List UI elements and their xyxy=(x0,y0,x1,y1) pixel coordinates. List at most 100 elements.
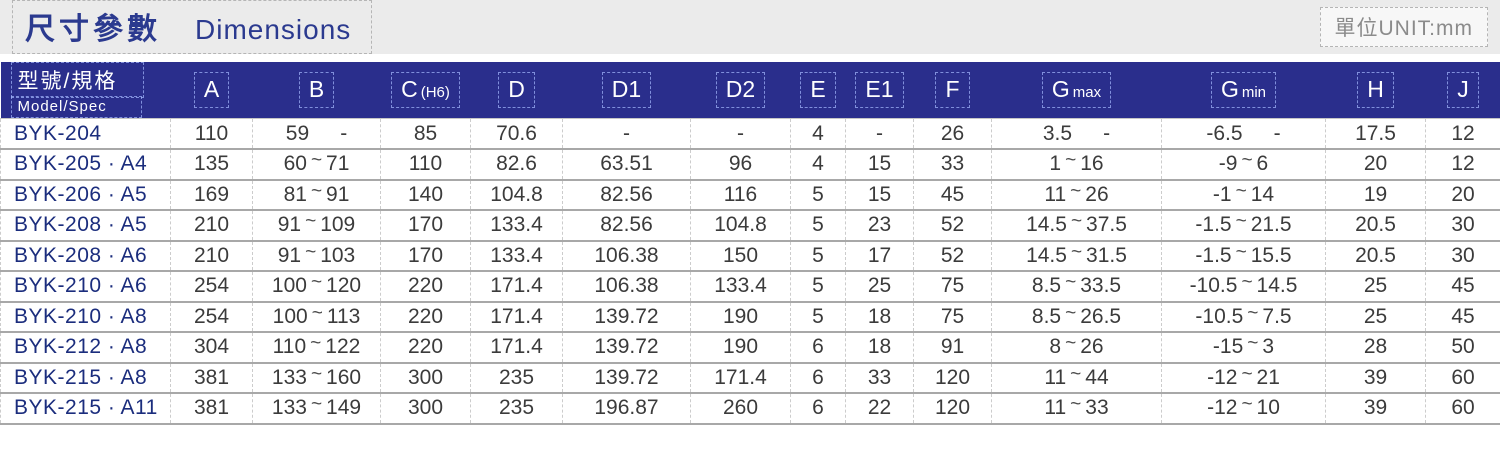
value-cell: 18 xyxy=(845,332,914,364)
model-header-cjk: 型號/規格 xyxy=(10,62,145,98)
value-cell: - xyxy=(690,118,791,150)
value-cell: 133 ~149 xyxy=(252,393,381,425)
band-gap xyxy=(0,54,1500,62)
value-cell: 6 xyxy=(790,393,846,425)
value-cell: 20.5 xyxy=(1325,210,1426,242)
value-cell: 28 xyxy=(1325,332,1426,364)
value-cell: 8.5 ~26.5 xyxy=(991,301,1162,333)
value-cell: 45 xyxy=(1425,301,1500,333)
value-cell: -12 ~10 xyxy=(1161,393,1326,425)
value-cell: 110 xyxy=(170,118,253,150)
value-cell: 18 xyxy=(845,301,914,333)
value-cell: 133.4 xyxy=(690,271,791,303)
column-header-d1: D1 xyxy=(562,62,691,119)
value-cell: 100 ~120 xyxy=(252,271,381,303)
value-cell: 139.72 xyxy=(562,362,691,394)
column-header-f: F xyxy=(913,62,992,119)
table-row: BYK-208 · A6 210 91 ~103 170 133.4 106.38 150 5 1… xyxy=(0,240,1500,272)
value-cell: 304 xyxy=(170,332,253,364)
value-cell: 171.4 xyxy=(470,271,563,303)
value-cell: 20.5 xyxy=(1325,240,1426,272)
value-cell: 300 xyxy=(380,362,471,394)
value-cell: 45 xyxy=(913,179,992,211)
column-header-d2: D2 xyxy=(690,62,791,119)
value-cell: 133.4 xyxy=(470,210,563,242)
value-cell: 82.56 xyxy=(562,210,691,242)
value-cell: -1 ~14 xyxy=(1161,179,1326,211)
value-cell: 52 xyxy=(913,240,992,272)
value-cell: - xyxy=(845,118,914,150)
value-cell: 14.5 ~37.5 xyxy=(991,210,1162,242)
column-header-e1: E1 xyxy=(845,62,914,119)
value-cell: 170 xyxy=(380,210,471,242)
value-cell: 15 xyxy=(845,149,914,181)
value-cell: 75 xyxy=(913,271,992,303)
value-cell: 6 xyxy=(790,332,846,364)
value-cell: 170 xyxy=(380,240,471,272)
value-cell: 8 ~26 xyxy=(991,332,1162,364)
column-header-c-h6: C (H6) xyxy=(380,62,471,119)
table-row: BYK-210 · A8 254 100 ~113 220 171.4 139.72 190 5… xyxy=(0,301,1500,333)
value-cell: -10.5 ~14.5 xyxy=(1161,271,1326,303)
value-cell: 22 xyxy=(845,393,914,425)
model-cell: BYK-212 · A8 xyxy=(0,332,171,364)
value-cell: 39 xyxy=(1325,362,1426,394)
value-cell: 210 xyxy=(170,240,253,272)
value-cell: 45 xyxy=(1425,271,1500,303)
table-row: BYK-210 · A6 254 100 ~120 220 171.4 106.38 133.… xyxy=(0,271,1500,303)
value-cell: -10.5 ~7.5 xyxy=(1161,301,1326,333)
value-cell: 171.4 xyxy=(470,332,563,364)
column-header-model: 型號/規格 Model/Spec xyxy=(0,62,171,119)
table-row: BYK-206 · A5 169 81 ~91 140 104.8 82.56 116 5 15 4… xyxy=(0,179,1500,211)
value-cell: 52 xyxy=(913,210,992,242)
value-cell: 25 xyxy=(1325,301,1426,333)
model-cell: BYK-208 · A6 xyxy=(0,240,171,272)
column-header-j: J xyxy=(1425,62,1500,119)
value-cell: 91 xyxy=(913,332,992,364)
value-cell: 104.8 xyxy=(690,210,791,242)
value-cell: 25 xyxy=(1325,271,1426,303)
value-cell: 220 xyxy=(380,301,471,333)
value-cell: 169 xyxy=(170,179,253,211)
value-cell: 63.51 xyxy=(562,149,691,181)
value-cell: 190 xyxy=(690,332,791,364)
value-cell: 116 xyxy=(690,179,791,211)
value-cell: 15 xyxy=(845,179,914,211)
table-row: BYK-215 · A8 381 133 ~160 300 235 139.72 171.4 6… xyxy=(0,362,1500,394)
value-cell: 254 xyxy=(170,271,253,303)
value-cell: 235 xyxy=(470,362,563,394)
value-cell: 5 xyxy=(790,210,846,242)
value-cell: 3.5~- xyxy=(991,118,1162,150)
value-cell: 12 xyxy=(1425,149,1500,181)
value-cell: 171.4 xyxy=(690,362,791,394)
value-cell: 5 xyxy=(790,271,846,303)
value-cell: 17.5 xyxy=(1325,118,1426,150)
table-row: BYK-215 · A11 381 133 ~149 300 235 196.87 260 6 2… xyxy=(0,393,1500,425)
model-cell: BYK-205 · A4 xyxy=(0,149,171,181)
value-cell: 139.72 xyxy=(562,301,691,333)
value-cell: 139.72 xyxy=(562,332,691,364)
value-cell: 196.87 xyxy=(562,393,691,425)
value-cell: 17 xyxy=(845,240,914,272)
value-cell: 81 ~91 xyxy=(252,179,381,211)
value-cell: 33 xyxy=(913,149,992,181)
value-cell: 100 ~113 xyxy=(252,301,381,333)
table-row: BYK-212 · A8 304 110 ~122 220 171.4 139.72 190 6… xyxy=(0,332,1500,364)
value-cell: 11 ~33 xyxy=(991,393,1162,425)
value-cell: 91 ~109 xyxy=(252,210,381,242)
value-cell: -9 ~6 xyxy=(1161,149,1326,181)
value-cell: 70.6 xyxy=(470,118,563,150)
value-cell: 20 xyxy=(1325,149,1426,181)
column-header-b: B xyxy=(252,62,381,119)
unit-label: 單位UNIT:mm xyxy=(1319,7,1488,47)
table-row: BYK-208 · A5 210 91 ~109 170 133.4 82.56 104.8 5… xyxy=(0,210,1500,242)
value-cell: 85 xyxy=(380,118,471,150)
value-cell: -1.5 ~21.5 xyxy=(1161,210,1326,242)
value-cell: 23 xyxy=(845,210,914,242)
value-cell: -6.5~- xyxy=(1161,118,1326,150)
